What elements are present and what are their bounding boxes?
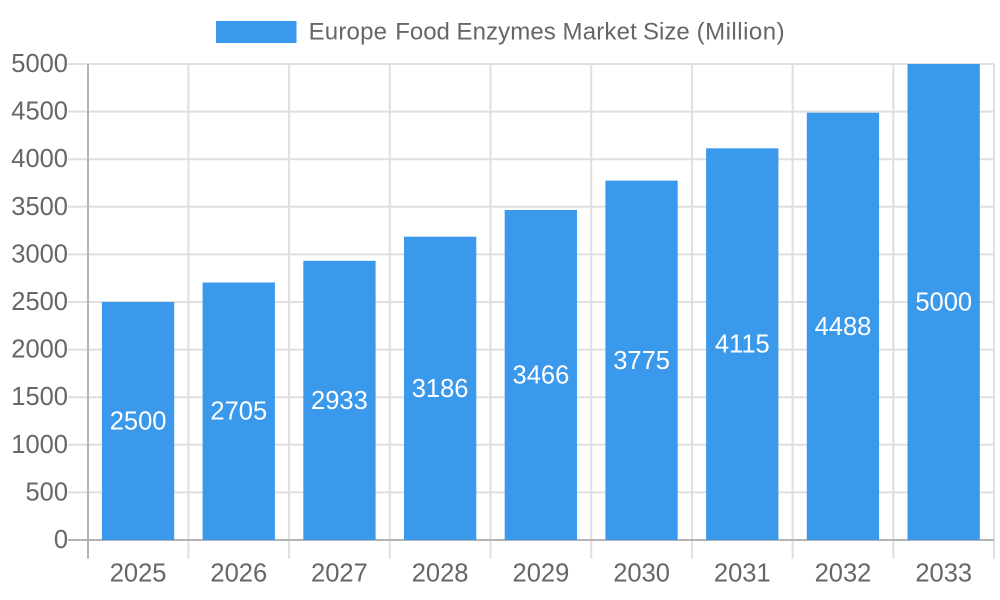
- svg-text:1000: 1000: [11, 431, 68, 459]
- svg-text:2500: 2500: [11, 288, 68, 316]
- svg-text:Market: Market: [563, 19, 638, 46]
- svg-text:3000: 3000: [11, 240, 68, 268]
- svg-text:4488: 4488: [815, 313, 872, 341]
- svg-text:500: 500: [25, 478, 68, 506]
- svg-text:2028: 2028: [412, 560, 469, 588]
- svg-text:(Million): (Million): [697, 19, 786, 46]
- svg-text:4500: 4500: [11, 98, 68, 126]
- svg-text:Food: Food: [395, 19, 450, 46]
- svg-text:2029: 2029: [513, 560, 570, 588]
- svg-text:Enzymes: Enzymes: [457, 19, 556, 46]
- svg-text:2030: 2030: [613, 560, 670, 588]
- svg-text:3500: 3500: [11, 193, 68, 221]
- svg-text:Europe: Europe: [309, 19, 388, 46]
- svg-text:2032: 2032: [815, 560, 872, 588]
- svg-text:2705: 2705: [210, 398, 267, 426]
- svg-text:2027: 2027: [311, 560, 368, 588]
- svg-text:2025: 2025: [110, 560, 167, 588]
- svg-text:3186: 3186: [412, 375, 469, 403]
- svg-text:2031: 2031: [714, 560, 771, 588]
- svg-text:3466: 3466: [513, 362, 570, 390]
- svg-text:2500: 2500: [110, 408, 167, 436]
- svg-text:2000: 2000: [11, 336, 68, 364]
- svg-text:Size: Size: [643, 19, 690, 46]
- svg-text:5000: 5000: [915, 289, 972, 317]
- svg-text:2026: 2026: [210, 560, 267, 588]
- svg-text:2033: 2033: [915, 560, 972, 588]
- svg-text:2933: 2933: [311, 387, 368, 415]
- svg-text:4000: 4000: [11, 145, 68, 173]
- svg-text:3775: 3775: [613, 347, 670, 375]
- svg-text:5000: 5000: [11, 50, 68, 78]
- svg-text:4115: 4115: [715, 331, 770, 359]
- svg-text:0: 0: [54, 526, 68, 554]
- svg-text:1500: 1500: [11, 383, 68, 411]
